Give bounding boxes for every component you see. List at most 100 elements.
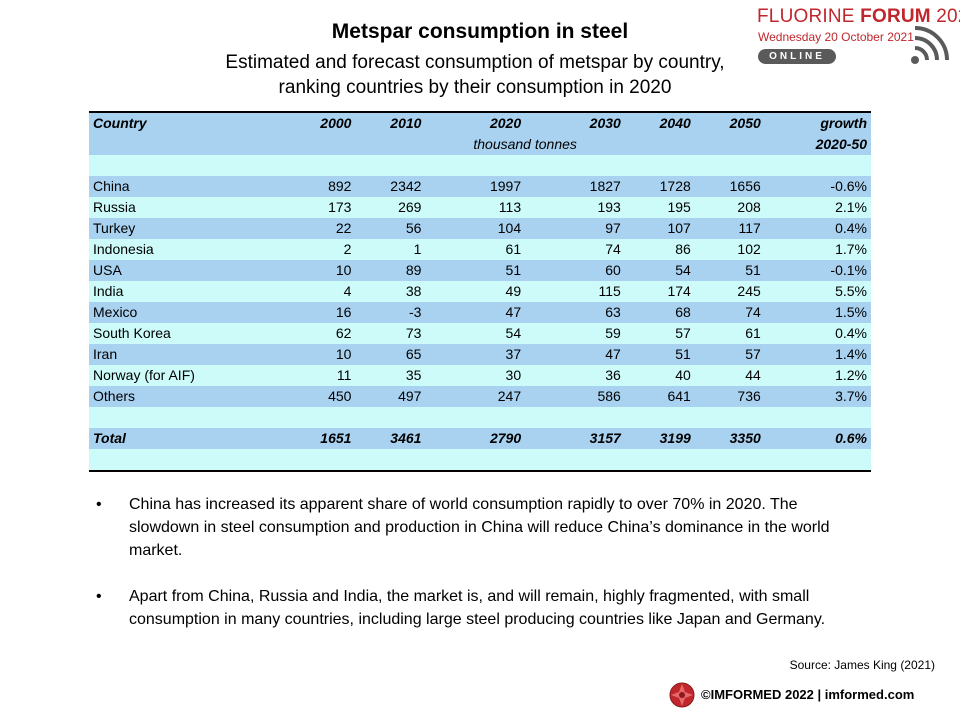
cell-2010: 2342 xyxy=(390,178,422,194)
cell-2010: 73 xyxy=(405,325,422,341)
units-blank xyxy=(285,134,355,155)
cell-2000: 62 xyxy=(335,325,352,341)
cell-2040: 3199 xyxy=(659,430,691,446)
cell-2040: 54 xyxy=(675,262,691,278)
cell-2020: 113 xyxy=(498,199,522,215)
cell-2020: 51 xyxy=(505,262,522,278)
logo-word-forum: FORUM xyxy=(860,6,931,27)
cell-2050: 51 xyxy=(745,262,761,278)
cell-2010: 56 xyxy=(405,220,422,236)
cell-country: South Korea xyxy=(93,325,171,341)
cell-2020: 1997 xyxy=(489,178,522,194)
header-country: Country xyxy=(93,115,147,131)
bullet-text: Apart from China, Russia and India, the … xyxy=(129,588,826,628)
cell-2000: 16 xyxy=(335,304,352,320)
cell-2030: 74 xyxy=(605,241,621,257)
cell-2010: 89 xyxy=(405,262,422,278)
cell-2000: 2 xyxy=(343,241,352,257)
cell-2000: 1651 xyxy=(320,430,352,446)
cell-country: Indonesia xyxy=(93,241,154,257)
table-row: Others 450 497 247 586 641 736 3.7% xyxy=(89,386,871,407)
cell-2000: 10 xyxy=(335,346,352,362)
cell-2040: 174 xyxy=(667,283,691,299)
cell-growth: 0.4% xyxy=(835,325,867,341)
table-row: USA 10 89 51 60 54 51 -0.1% xyxy=(89,260,871,281)
spacer-cell xyxy=(89,449,871,471)
cell-2030: 63 xyxy=(605,304,621,320)
slide-subtitle: Estimated and forecast consumption of me… xyxy=(175,50,775,100)
spacer-cell xyxy=(89,155,871,176)
bullet-text: China has increased its apparent share o… xyxy=(129,496,830,559)
spacer-cell xyxy=(89,407,871,428)
bullet-item: • Apart from China, Russia and India, th… xyxy=(96,585,856,631)
cell-2020: 30 xyxy=(505,367,522,383)
cell-2020: 54 xyxy=(505,325,522,341)
cell-2050: 1656 xyxy=(729,178,761,194)
cell-country: India xyxy=(93,283,124,299)
cell-2000: 450 xyxy=(328,388,352,404)
bullet-marker: • xyxy=(96,588,102,605)
imformed-logo-icon xyxy=(669,682,695,708)
cell-country: China xyxy=(93,178,130,194)
header-2010: 2010 xyxy=(390,115,422,131)
table-row: Iran 10 65 37 47 51 57 1.4% xyxy=(89,344,871,365)
units-blank xyxy=(695,134,765,155)
cell-2000: 22 xyxy=(335,220,352,236)
units-label: thousand tonnes xyxy=(473,136,577,152)
cell-growth: -0.6% xyxy=(830,178,867,194)
cell-country: Norway (for AIF) xyxy=(93,367,195,383)
cell-2030: 47 xyxy=(605,346,621,362)
cell-2040: 1728 xyxy=(659,178,691,194)
cell-2020: 37 xyxy=(505,346,522,362)
source-note: Source: James King (2021) xyxy=(789,658,935,672)
cell-growth: -0.1% xyxy=(830,262,867,278)
cell-2040: 641 xyxy=(667,388,691,404)
cell-2010: 38 xyxy=(405,283,422,299)
header-2030: 2030 xyxy=(589,115,621,131)
table-row: Russia 173 269 113 193 195 208 2.1% xyxy=(89,197,871,218)
cell-2050: 3350 xyxy=(729,430,761,446)
table-row: Norway (for AIF) 11 35 30 36 40 44 1.2% xyxy=(89,365,871,386)
spacer-row xyxy=(89,155,871,176)
logo-online-badge: ONLINE xyxy=(758,49,836,64)
cell-growth: 1.4% xyxy=(835,346,867,362)
cell-2030: 36 xyxy=(605,367,621,383)
table-row: India 4 38 49 115 174 245 5.5% xyxy=(89,281,871,302)
table-row: Turkey 22 56 104 97 107 117 0.4% xyxy=(89,218,871,239)
table-header-row: Country 2000 2010 2020 2030 2040 2050 gr… xyxy=(89,112,871,134)
cell-2020: 247 xyxy=(497,388,522,404)
spacer-row xyxy=(89,407,871,428)
cell-2020: 49 xyxy=(505,283,522,299)
header-2040: 2040 xyxy=(659,115,691,131)
cell-country: Turkey xyxy=(93,220,136,236)
cell-2040: 51 xyxy=(675,346,691,362)
cell-2010: 3461 xyxy=(390,430,422,446)
cell-2030: 586 xyxy=(597,388,621,404)
table-row: Indonesia 2 1 61 74 86 102 1.7% xyxy=(89,239,871,260)
subtitle-line-2: ranking countries by their consumption i… xyxy=(278,77,672,98)
cell-2030: 3157 xyxy=(589,430,621,446)
logo-title: FLUORINE FORUM 2021 xyxy=(757,6,960,28)
units-blank xyxy=(89,134,285,155)
header-growth: growth xyxy=(820,115,867,131)
cell-2010: -3 xyxy=(408,304,422,320)
cell-2040: 107 xyxy=(667,220,691,236)
cell-2040: 57 xyxy=(675,325,691,341)
fluorine-forum-logo: FLUORINE FORUM 2021 Wednesday 20 October… xyxy=(757,6,960,70)
cell-growth: 1.7% xyxy=(835,241,867,257)
logo-word-fluorine: FLUORINE xyxy=(757,6,861,27)
table-row: South Korea 62 73 54 59 57 61 0.4% xyxy=(89,323,871,344)
cell-2000: 4 xyxy=(343,283,352,299)
cell-2050: 245 xyxy=(737,283,761,299)
spacer-row-bottom xyxy=(89,449,871,471)
cell-2050: 61 xyxy=(745,325,761,341)
cell-2050: 736 xyxy=(737,388,761,404)
cell-2000: 10 xyxy=(335,262,352,278)
cell-country: Mexico xyxy=(93,304,138,320)
cell-2000: 173 xyxy=(328,199,352,215)
cell-2030: 97 xyxy=(605,220,621,236)
cell-growth: 1.2% xyxy=(835,367,867,383)
cell-country: Total xyxy=(93,430,126,446)
header-2020: 2020 xyxy=(489,115,522,131)
cell-2010: 1 xyxy=(413,241,422,257)
